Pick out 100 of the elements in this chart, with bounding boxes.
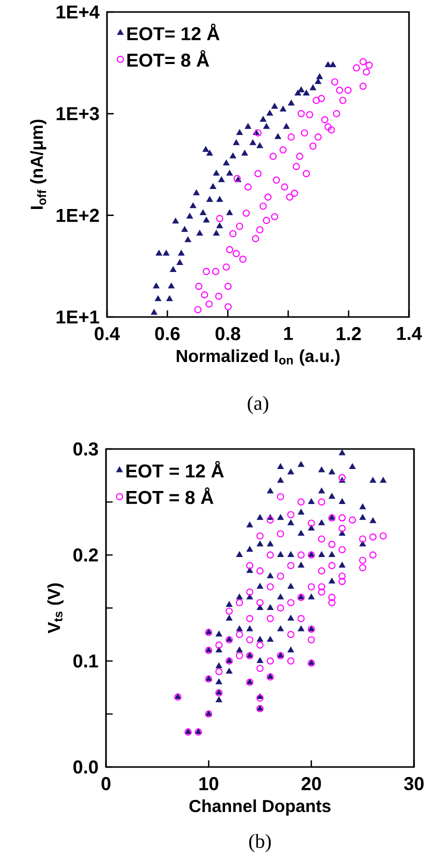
x-tick-label: 1.2 (336, 327, 361, 340)
point (190, 202, 196, 208)
legend-label: EOT= 8 Å (127, 50, 210, 67)
point (154, 296, 162, 302)
point (153, 282, 160, 288)
point (210, 184, 216, 189)
x-axis-title: Normalized I$_{on}$ (a.u.) (176, 349, 340, 366)
x-tick-label: 0.6 (155, 327, 180, 340)
point (186, 213, 193, 219)
point (328, 126, 335, 134)
point (244, 123, 252, 129)
point (205, 300, 213, 308)
point (272, 176, 280, 184)
point (196, 230, 203, 236)
point (300, 129, 308, 137)
point (260, 202, 267, 210)
point (166, 296, 173, 302)
x-tick-label: 0 (102, 777, 110, 790)
point (163, 250, 170, 256)
point (156, 250, 162, 256)
legend-label: EOT= 12 Å (127, 24, 220, 40)
point (193, 190, 200, 196)
point (294, 90, 301, 96)
point (215, 292, 222, 300)
point (331, 78, 338, 86)
legend-label: EOT = 8 Å (126, 487, 214, 504)
point (206, 150, 213, 156)
point (230, 152, 236, 158)
point (359, 82, 367, 90)
point (168, 282, 174, 288)
y-tick-label: 0.0 (73, 760, 98, 774)
point (216, 222, 223, 228)
y-tick-label: 1E+4 (56, 6, 100, 18)
point (200, 291, 208, 298)
point (195, 282, 202, 290)
point (264, 194, 272, 201)
point (339, 96, 346, 104)
point (309, 142, 317, 150)
point (298, 110, 305, 118)
point (172, 218, 179, 224)
text: (a) (248, 396, 268, 414)
point (244, 183, 252, 191)
point (206, 196, 213, 202)
point (266, 110, 273, 116)
point (330, 62, 336, 68)
point (312, 96, 320, 104)
point (176, 259, 183, 265)
x-tick-label: 20 (302, 777, 321, 790)
point (318, 94, 326, 102)
point (298, 86, 304, 92)
point (224, 303, 232, 310)
point (352, 64, 360, 72)
text: (b) (249, 834, 271, 852)
y-axis-title: V$_{ts}$ (V) (47, 583, 64, 634)
point (226, 210, 233, 216)
point (252, 235, 260, 242)
point (324, 62, 332, 68)
point (236, 222, 244, 230)
point (202, 268, 210, 276)
point (194, 306, 202, 314)
point (280, 106, 286, 112)
point (203, 217, 210, 222)
y-tick-label: 0.2 (73, 548, 98, 562)
point (292, 162, 300, 170)
point (362, 68, 370, 76)
point (303, 90, 310, 96)
x-axis-title: Channel Dopants (189, 799, 331, 816)
y-tick-label: 1E+2 (56, 208, 99, 222)
x-tick-label: 0.8 (216, 327, 240, 340)
point (256, 142, 263, 148)
point (321, 116, 328, 124)
y-tick-label: 0.3 (73, 442, 98, 456)
point (229, 230, 237, 238)
point (226, 170, 233, 176)
point (242, 210, 250, 217)
point (302, 170, 310, 178)
y-tick-label: 1E+1 (56, 310, 100, 324)
point (272, 103, 278, 109)
point (224, 282, 232, 290)
point (233, 140, 240, 146)
x-tick-label: 1.4 (397, 327, 422, 340)
point (286, 194, 294, 201)
point (212, 268, 220, 276)
y-axis-title: I$_{off}$ (nA/μm) (30, 120, 46, 209)
point (263, 123, 270, 129)
point (283, 123, 290, 129)
point (262, 216, 270, 224)
point (239, 256, 247, 263)
point (336, 86, 344, 94)
point (254, 170, 262, 178)
legend-label: EOT = 12 Å (126, 460, 224, 478)
point (216, 214, 224, 222)
y-tick-label: 1E+3 (56, 107, 99, 120)
point (200, 210, 206, 216)
x-tick-label: 1 (284, 327, 293, 340)
point (288, 133, 295, 141)
point (250, 140, 256, 146)
point (223, 160, 230, 166)
point (332, 110, 340, 118)
x-tick-label: 0.4 (94, 327, 120, 340)
